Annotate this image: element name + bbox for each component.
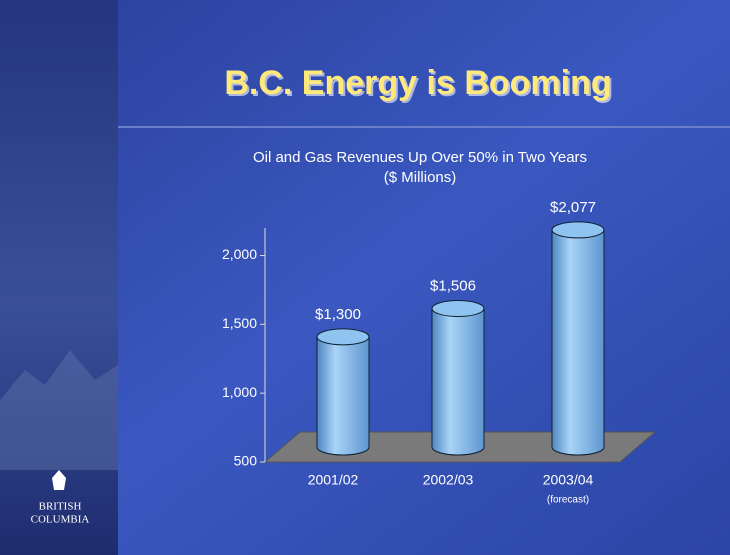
bar: [316, 336, 370, 456]
x-tick-label: 2002/03: [423, 472, 474, 488]
y-tick-label: 1,500: [222, 315, 257, 331]
y-tick-label: 1,000: [222, 384, 257, 400]
bar-top: [551, 221, 605, 239]
mountains: [0, 350, 118, 470]
title: B.C. Energy is Booming: [224, 64, 611, 102]
x-tick-label: 2001/02: [308, 472, 359, 488]
logo-text: COLUMBIA: [31, 514, 90, 526]
value-label: $1,506: [430, 277, 476, 294]
subtitle: Oil and Gas Revenues Up Over 50% in Two …: [253, 149, 587, 166]
value-label: $2,077: [550, 199, 596, 216]
bar: [431, 308, 485, 456]
y-tick-label: 2,000: [222, 246, 257, 262]
bar-top: [431, 300, 485, 318]
y-tick-label: 500: [234, 453, 258, 469]
bar-top: [316, 328, 370, 346]
logo-text: BRITISH: [39, 501, 82, 513]
value-label: $1,300: [315, 306, 361, 323]
bar: [551, 229, 605, 456]
x-tick-label: 2003/04: [543, 472, 594, 488]
title-shadow: B.C. Energy is Booming: [226, 66, 613, 104]
logo-crest: [52, 470, 66, 490]
logo: BRITISH COLUMBIA: [31, 470, 90, 526]
category-note: (forecast): [547, 495, 589, 506]
subtitle: ($ Millions): [384, 169, 457, 186]
